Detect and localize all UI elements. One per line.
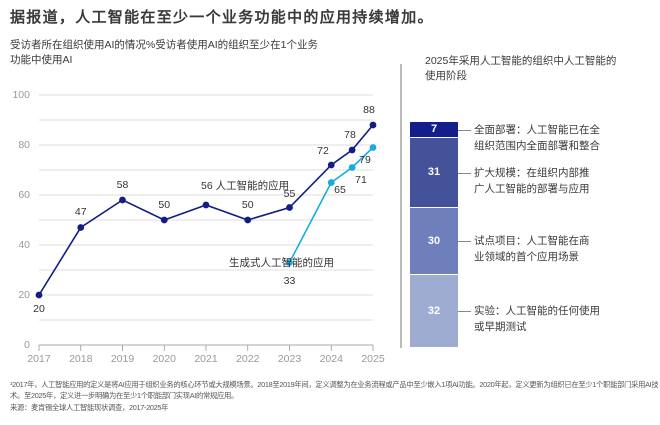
svg-text:47: 47	[75, 206, 87, 218]
svg-text:2019: 2019	[111, 353, 135, 365]
svg-text:2022: 2022	[236, 353, 260, 365]
svg-text:78: 78	[344, 129, 356, 141]
svg-text:50: 50	[158, 199, 170, 211]
svg-text:2017: 2017	[27, 353, 51, 365]
svg-text:72: 72	[317, 145, 329, 157]
svg-text:79: 79	[359, 154, 371, 166]
svg-text:58: 58	[117, 179, 129, 191]
svg-text:56 人工智能的应用: 56 人工智能的应用	[201, 179, 289, 192]
svg-text:2025: 2025	[361, 353, 385, 365]
svg-text:50: 50	[242, 199, 254, 211]
svg-text:60: 60	[18, 189, 30, 201]
svg-text:80: 80	[18, 139, 30, 151]
svg-text:2018: 2018	[69, 353, 93, 365]
svg-text:71: 71	[355, 174, 367, 186]
svg-text:2023: 2023	[278, 353, 302, 365]
svg-text:2020: 2020	[153, 353, 177, 365]
svg-text:2021: 2021	[194, 353, 218, 365]
svg-text:33: 33	[284, 275, 296, 287]
svg-text:20: 20	[33, 303, 45, 315]
svg-text:生成式人工智能的应用: 生成式人工智能的应用	[229, 256, 334, 269]
svg-text:0: 0	[24, 339, 30, 351]
svg-text:88: 88	[363, 104, 375, 116]
svg-text:40: 40	[18, 239, 30, 251]
svg-text:2024: 2024	[320, 353, 344, 365]
svg-text:65: 65	[334, 184, 346, 196]
svg-text:20: 20	[18, 289, 30, 301]
svg-text:100: 100	[12, 89, 30, 101]
